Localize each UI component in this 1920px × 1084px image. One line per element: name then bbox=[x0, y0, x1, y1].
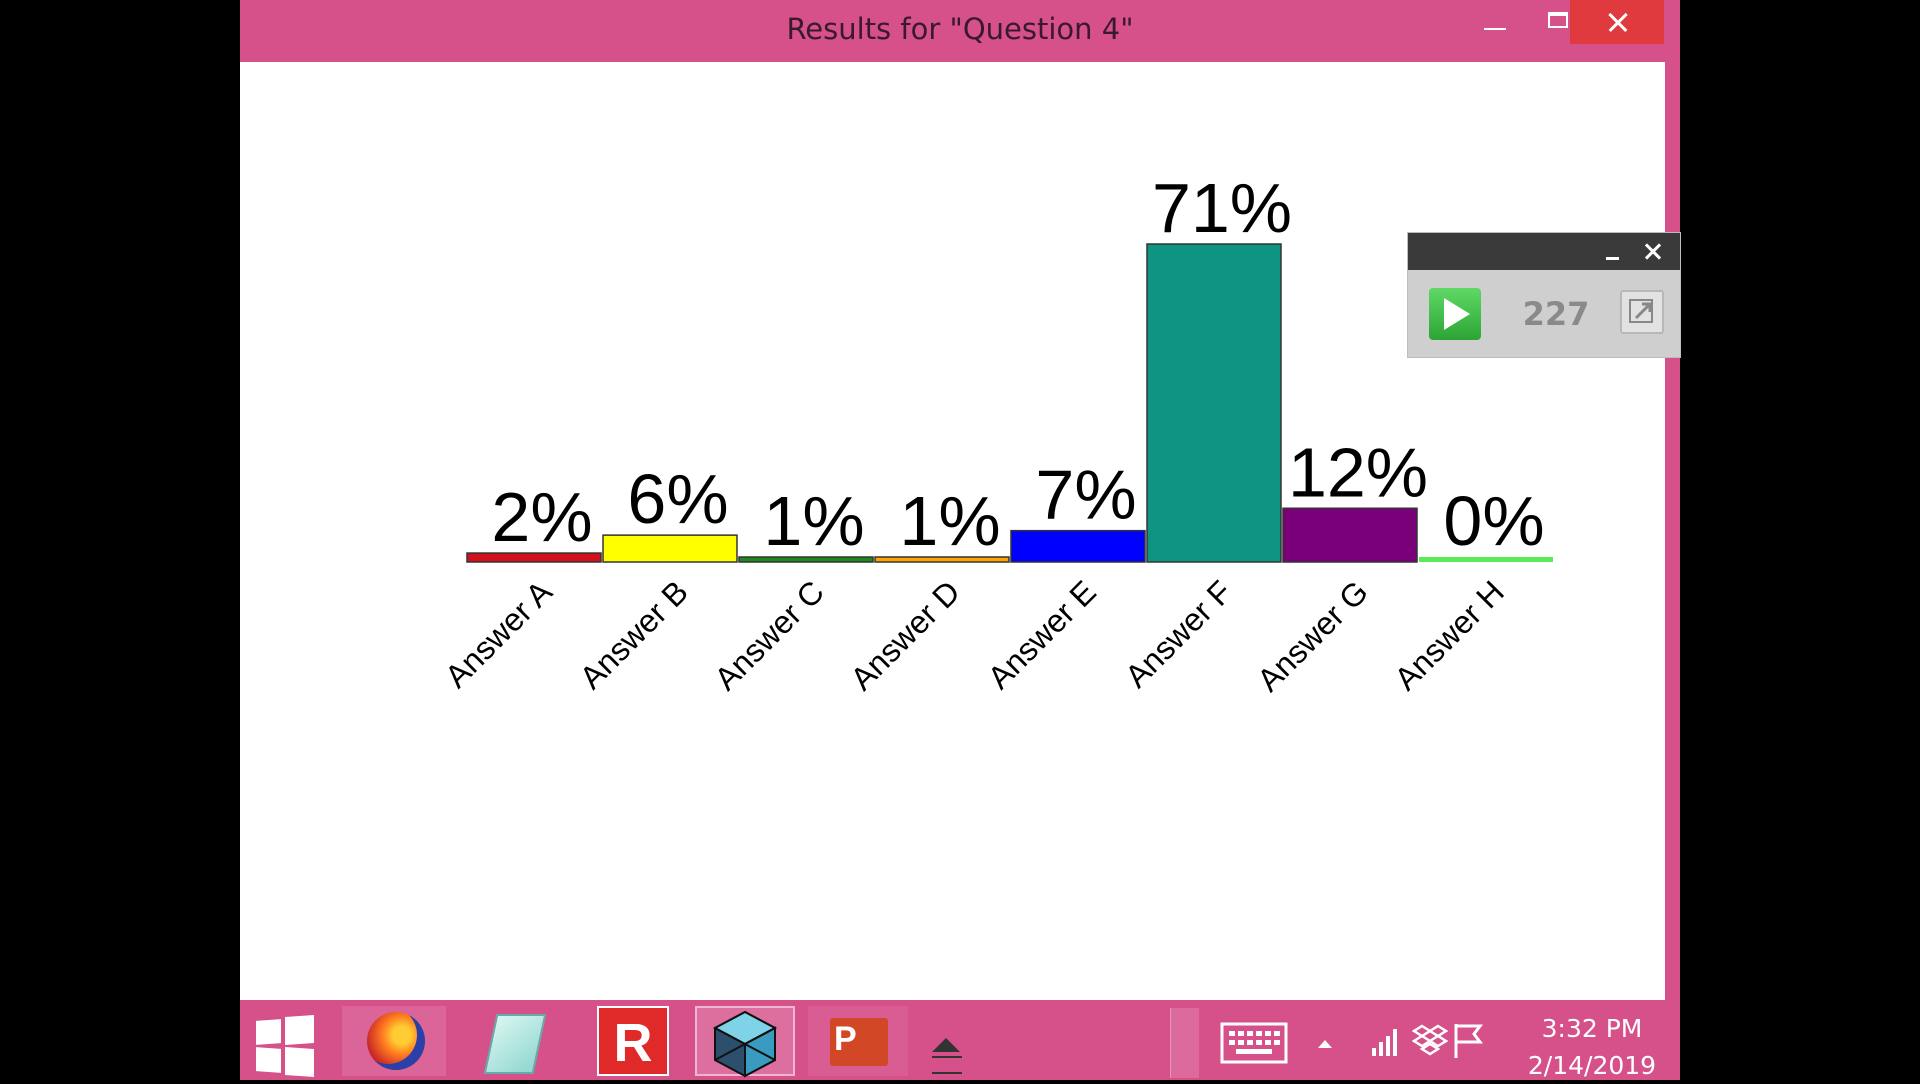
response-widget: 227 bbox=[1408, 233, 1680, 357]
windows-logo-pane bbox=[285, 1046, 314, 1078]
minimize-icon[interactable] bbox=[1598, 233, 1628, 270]
value-label: 71% bbox=[1152, 169, 1292, 247]
value-label: 1% bbox=[899, 482, 1000, 560]
bar-answer-b bbox=[602, 534, 738, 563]
bar-answer-h bbox=[1419, 557, 1553, 562]
taskbar-firefox[interactable] bbox=[342, 1006, 446, 1076]
taskbar-scroll[interactable] bbox=[1170, 1008, 1199, 1078]
clock-time: 3:32 PM bbox=[1541, 1014, 1643, 1043]
minimize-button[interactable] bbox=[1462, 0, 1526, 44]
chart-area: 2% Answer A 6% Answer B 1% Answer C 1% Answer D… bbox=[240, 62, 1665, 1000]
value-label: 6% bbox=[627, 460, 728, 538]
value-label: 12% bbox=[1288, 433, 1428, 511]
category-label: Answer A bbox=[438, 573, 560, 695]
bar-answer-a bbox=[466, 552, 602, 563]
r-app-icon: R bbox=[613, 1013, 653, 1073]
cube-icon bbox=[712, 1010, 778, 1078]
taskbar-cube-app[interactable] bbox=[695, 1006, 795, 1078]
response-count: 227 bbox=[1522, 295, 1590, 333]
action-center-flag-icon[interactable] bbox=[1452, 1022, 1486, 1060]
dropbox-icon[interactable] bbox=[1412, 1022, 1448, 1058]
results-chart: 2% Answer A 6% Answer B 1% Answer C 1% Answer D… bbox=[438, 169, 1553, 698]
taskbar: R P bbox=[240, 1000, 1680, 1080]
category-label: Answer H bbox=[1387, 573, 1511, 697]
clock-date: 2/14/2019 bbox=[1527, 1051, 1657, 1080]
touch-keyboard-button[interactable] bbox=[1220, 1006, 1290, 1076]
keyboard-icon bbox=[1220, 1022, 1288, 1064]
play-icon[interactable] bbox=[1429, 288, 1481, 340]
bar-answer-e bbox=[1010, 529, 1146, 563]
value-label: 1% bbox=[763, 482, 864, 560]
bar-answer-c bbox=[738, 556, 874, 563]
firefox-icon bbox=[367, 1012, 425, 1070]
response-widget-titlebar[interactable] bbox=[1408, 233, 1680, 270]
window-title: Results for "Question 4" bbox=[786, 12, 1134, 46]
signal-icon[interactable] bbox=[1370, 1024, 1402, 1058]
taskbar-powerpoint[interactable]: P bbox=[808, 1006, 908, 1076]
bar-answer-g bbox=[1282, 507, 1418, 563]
system-clock[interactable]: 3:32 PM 2/14/2019 bbox=[1514, 1010, 1670, 1084]
bar-answer-f bbox=[1146, 243, 1282, 563]
popout-icon[interactable] bbox=[1620, 290, 1664, 334]
category-label: Answer C bbox=[707, 573, 831, 697]
maximize-button[interactable] bbox=[1528, 0, 1592, 44]
category-label: Answer B bbox=[573, 573, 695, 695]
category-label: Answer F bbox=[1118, 573, 1239, 694]
powerpoint-icon bbox=[830, 1018, 888, 1066]
windows-logo-icon bbox=[256, 1019, 281, 1045]
taskbar-r-app[interactable]: R bbox=[597, 1006, 669, 1076]
category-label: Answer D bbox=[843, 573, 967, 697]
start-button[interactable] bbox=[254, 1006, 314, 1078]
show-hidden-icons-icon[interactable] bbox=[1318, 1040, 1332, 1048]
taskbar-notepad[interactable] bbox=[468, 1006, 558, 1076]
value-label: 2% bbox=[491, 478, 592, 556]
eject-icon[interactable] bbox=[932, 1038, 960, 1052]
results-window: Results for "Question 4" 2% Answer A 6% Ans… bbox=[240, 0, 1680, 1000]
close-icon[interactable] bbox=[1636, 233, 1670, 270]
title-bar[interactable]: Results for "Question 4" bbox=[240, 0, 1680, 62]
value-label: 0% bbox=[1443, 482, 1544, 560]
windows-logo-pane bbox=[256, 1047, 281, 1073]
value-label: 7% bbox=[1035, 456, 1136, 534]
bar-answer-d bbox=[874, 556, 1010, 563]
close-button[interactable] bbox=[1570, 0, 1664, 44]
menu-lines-icon bbox=[932, 1056, 962, 1074]
notepad-icon bbox=[483, 1014, 547, 1074]
powerpoint-letter: P bbox=[834, 1020, 857, 1058]
windows-logo-pane bbox=[285, 1014, 314, 1046]
category-label: Answer E bbox=[981, 573, 1103, 695]
category-label: Answer G bbox=[1250, 573, 1375, 698]
